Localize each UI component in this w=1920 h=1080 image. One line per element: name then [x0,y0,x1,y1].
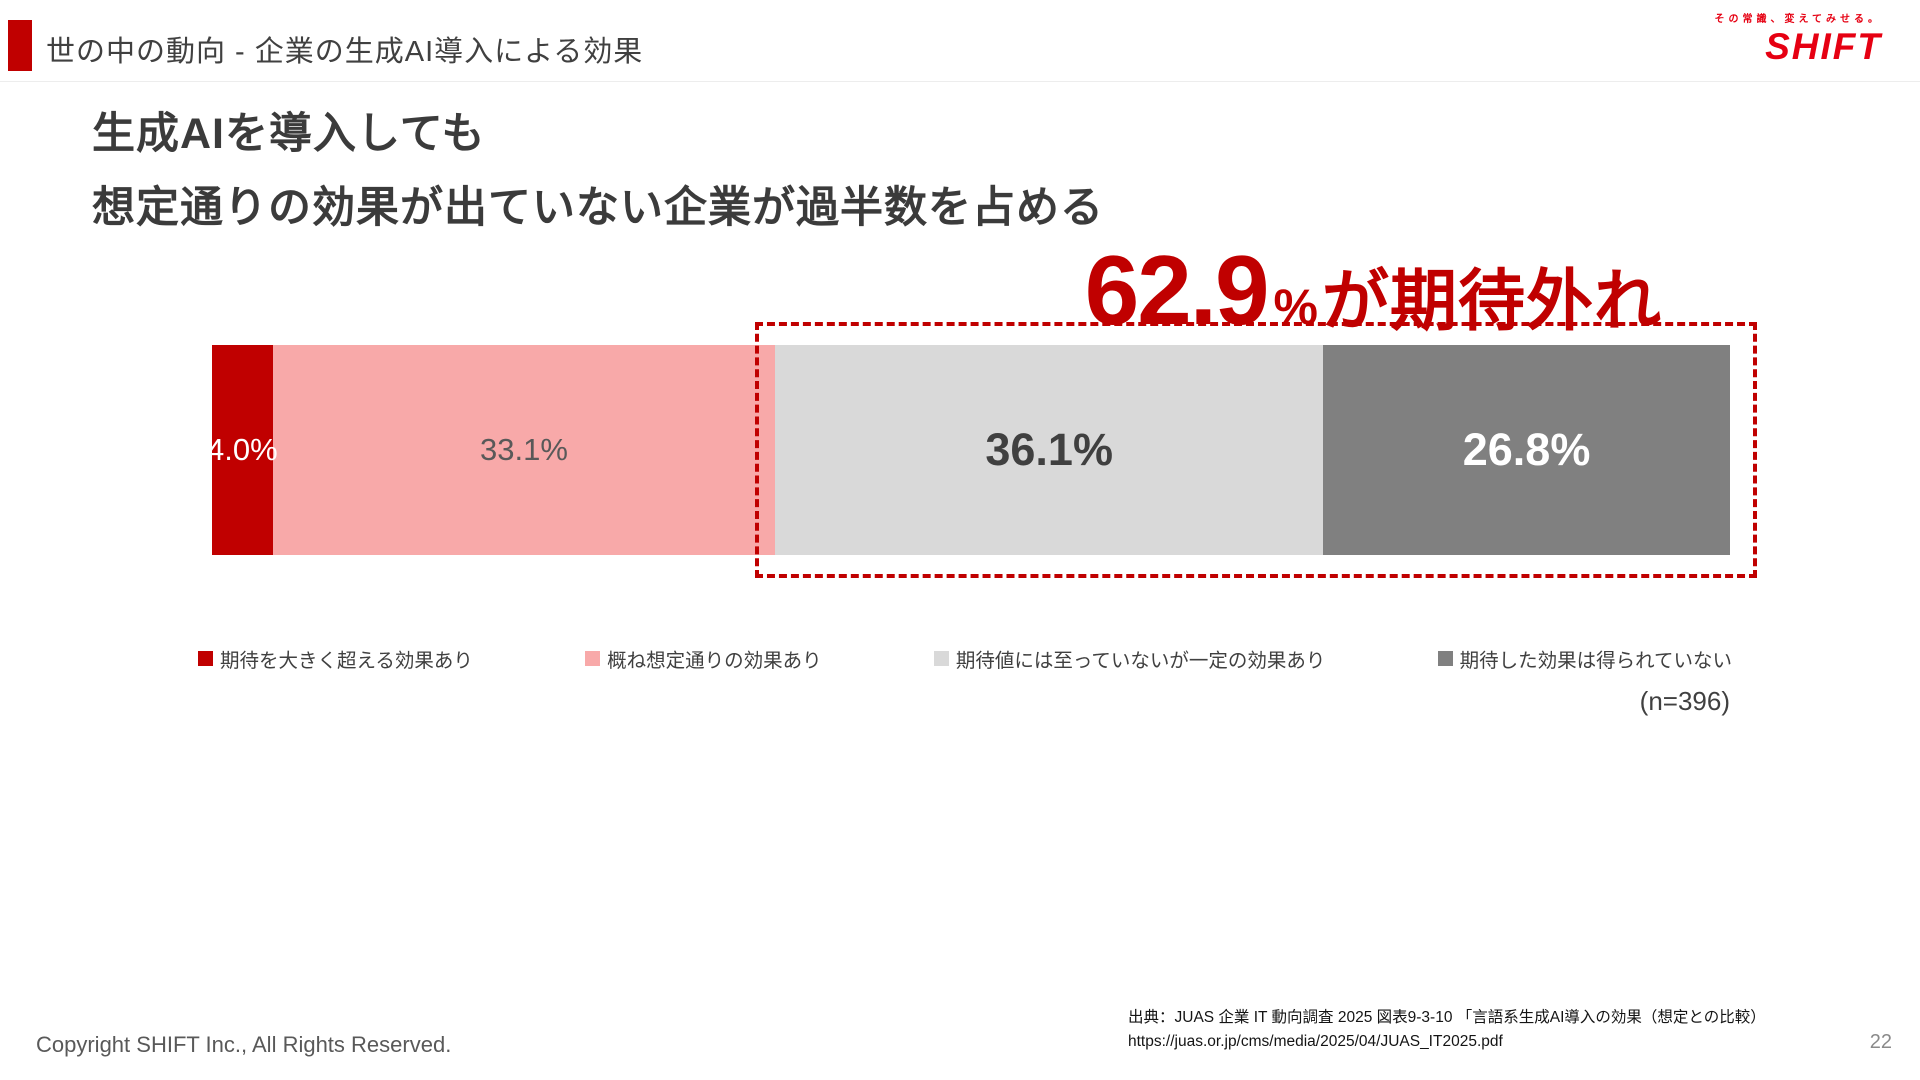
legend-label-2: 概ね想定通りの効果あり [607,650,822,672]
callout-percent-sign: % [1273,279,1318,335]
shift-logo: その常識、変えてみせる。 SHIFT [1715,10,1883,65]
source-line1: 出典：JUAS 企業 IT 動向調査 2025 図表9-3-10 「言語系生成A… [1128,1009,1766,1026]
legend-item-1: 期待を大きく超える効果あり [198,644,473,673]
legend-label-4: 期待した効果は得られていない [1459,650,1732,672]
callout-suffix: が期待外れ [1322,264,1662,339]
bar-segment-label-2: 33.1% [479,432,568,467]
copyright: Copyright SHIFT Inc., All Rights Reserve… [36,1032,452,1057]
header-accent-block [8,20,32,71]
legend-item-2: 概ね想定通りの効果あり [585,644,822,673]
main-heading: 生成AIを導入しても 想定通りの効果が出ていない企業が過半数を占める [92,98,1104,246]
bar-segment-label-3: 36.1% [985,424,1113,475]
legend-item-4: 期待した効果は得られていない [1437,644,1732,673]
source-citation: 出典：JUAS 企業 IT 動向調査 2025 図表9-3-10 「言語系生成A… [1128,1006,1868,1054]
bar-segment-1: 4.0% [207,345,278,555]
sample-size-label: (n=396) [1639,686,1730,716]
legend-label-3: 期待値には至っていないが一定の効果あり [955,650,1326,672]
bar-segment-2: 33.1% [272,345,776,555]
bar-segment-label-4: 26.8% [1462,424,1591,475]
bar-segment-4: 26.8% [1323,345,1730,555]
logo-text: SHIFT [1765,26,1882,67]
slide-title: 世の中の動向 - 企業の生成AI導入による効果 [46,36,644,68]
legend-swatch-1 [198,651,213,666]
stacked-bar: 4.0% 33.1% 36.1% 26.8% [207,345,1730,555]
source-line2: https://juas.or.jp/cms/media/2025/04/JUA… [1128,1033,1503,1051]
callout: 62.9 % が期待外れ [1085,234,1662,347]
main-heading-line2: 想定通りの効果が出ていない企業が過半数を占める [92,183,1104,232]
legend-label-1: 期待を大きく超える効果あり [220,650,473,672]
legend-swatch-4 [1437,651,1453,666]
legend-swatch-2 [585,651,601,666]
bar-segment-label-1: 4.0% [207,432,278,467]
legend-swatch-3 [933,651,949,666]
main-heading-line1: 生成AIを導入しても [92,110,486,158]
legend-item-3: 期待値には至っていないが一定の効果あり [933,644,1326,673]
stacked-bar-chart: 4.0% 33.1% 36.1% 26.8% [207,322,1757,578]
page-number: 22 [1869,1031,1892,1053]
slide-header: 世の中の動向 - 企業の生成AI導入による効果 その常識、変えてみせる。 SHI… [0,0,1920,82]
bar-segment-3: 36.1% [775,345,1324,555]
callout-value: 62.9 [1084,235,1270,345]
logo-tagline: その常識、変えてみせる。 [1714,14,1882,25]
legend: 期待を大きく超える効果あり 概ね想定通りの効果あり 期待値には至っていないが一定の効… [198,644,1732,673]
